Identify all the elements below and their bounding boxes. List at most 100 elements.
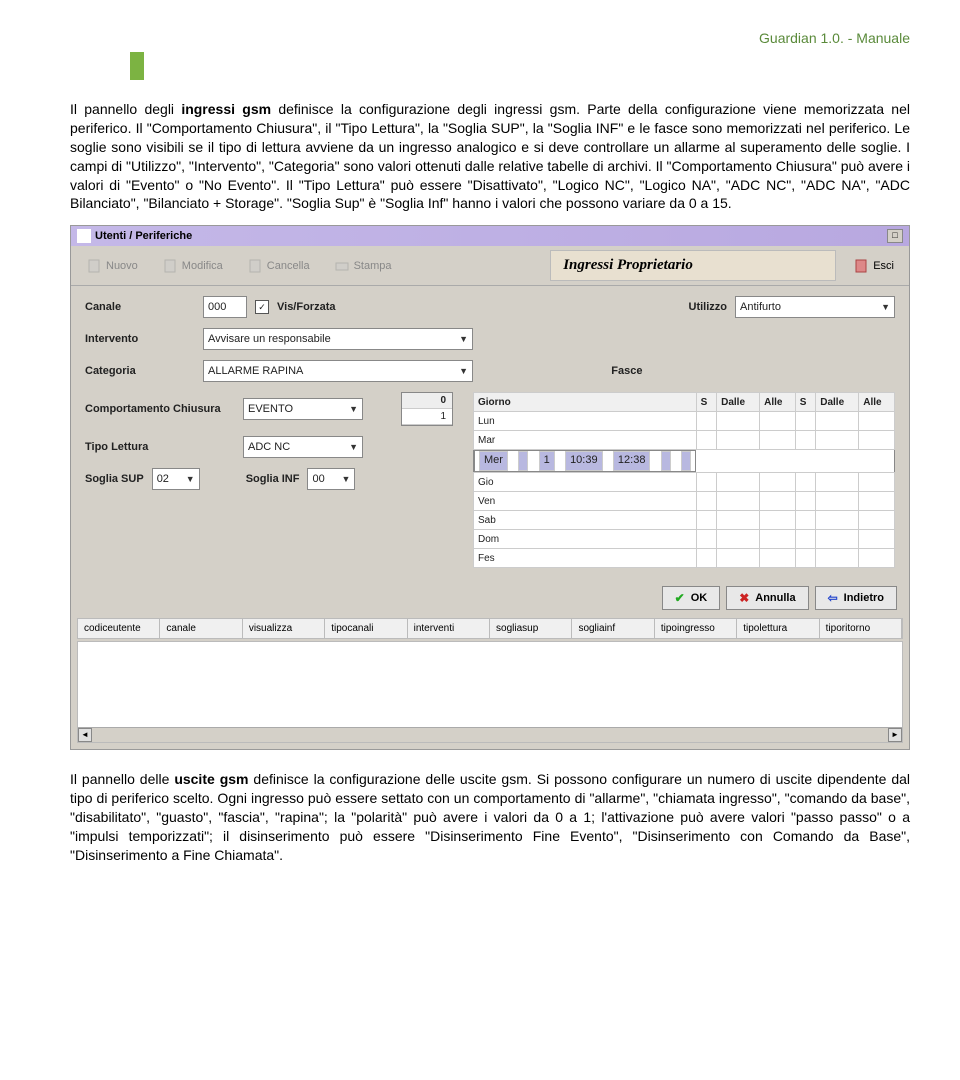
tipolettura-label: Tipo Lettura xyxy=(85,441,235,453)
table-row[interactable]: Ven xyxy=(474,492,895,511)
table-row[interactable]: Mar xyxy=(474,431,895,450)
categoria-select[interactable]: ALLARME RAPINA▼ xyxy=(203,360,473,382)
col-header[interactable]: visualizza xyxy=(243,619,325,638)
canale-label: Canale xyxy=(85,301,195,313)
nuovo-button[interactable]: Nuovo xyxy=(75,253,149,279)
cell xyxy=(760,431,796,450)
label: Esci xyxy=(873,260,894,272)
chevron-down-icon: ▼ xyxy=(349,442,358,452)
indietro-button[interactable]: ⇦Indietro xyxy=(815,586,897,610)
exit-icon xyxy=(853,258,869,274)
text-bold: ingressi gsm xyxy=(181,101,271,117)
canale-input[interactable]: 000 xyxy=(203,296,247,318)
sogliasup-select[interactable]: 02▼ xyxy=(152,468,200,490)
scroll-left-icon[interactable]: ◄ xyxy=(78,728,92,742)
utilizzo-select[interactable]: Antifurto▼ xyxy=(735,296,895,318)
cell xyxy=(795,412,815,431)
col-header[interactable]: codiceutente xyxy=(78,619,160,638)
print-icon xyxy=(334,258,350,274)
cell xyxy=(717,511,760,530)
intervento-select[interactable]: Avvisare un responsabile▼ xyxy=(203,328,473,350)
scrollbar[interactable]: ◄► xyxy=(78,727,902,742)
chevron-down-icon: ▼ xyxy=(349,404,358,414)
col-header[interactable]: Dalle xyxy=(717,393,760,412)
cell xyxy=(696,431,716,450)
cell xyxy=(760,511,796,530)
mini-table: 0 1 xyxy=(401,392,453,426)
col-header[interactable]: tiporitorno xyxy=(820,619,902,638)
fasce-table[interactable]: GiornoSDalleAlleSDalleAlle LunMarMer110:… xyxy=(473,392,895,568)
vis-checkbox[interactable]: ✓ xyxy=(255,300,269,314)
cell: Dom xyxy=(474,530,697,549)
col-header[interactable]: sogliainf xyxy=(572,619,654,638)
modifica-button[interactable]: Modifica xyxy=(151,253,234,279)
cell xyxy=(795,530,815,549)
text: Il pannello delle xyxy=(70,771,174,787)
cell xyxy=(859,412,895,431)
table-row[interactable]: Sab xyxy=(474,511,895,530)
col-header[interactable]: S xyxy=(696,393,716,412)
ok-button[interactable]: ✔OK xyxy=(662,586,721,610)
cell: Mar xyxy=(474,431,697,450)
cell xyxy=(696,412,716,431)
sogliainf-select[interactable]: 00▼ xyxy=(307,468,355,490)
cell xyxy=(816,530,859,549)
scroll-right-icon[interactable]: ► xyxy=(888,728,902,742)
col-header[interactable]: interventi xyxy=(408,619,490,638)
table-row[interactable]: Gio xyxy=(474,473,895,492)
sogliasup-label: Soglia SUP xyxy=(85,473,144,485)
cell xyxy=(795,473,815,492)
col-header[interactable]: tipoingresso xyxy=(655,619,737,638)
esci-button[interactable]: Esci xyxy=(842,253,905,279)
table-row[interactable]: Lun xyxy=(474,412,895,431)
titlebar: Utenti / Periferiche □ xyxy=(71,226,909,246)
col-header[interactable]: tipocanali xyxy=(325,619,407,638)
cell: Gio xyxy=(474,473,697,492)
cell xyxy=(816,473,859,492)
cell xyxy=(696,511,716,530)
col-header[interactable]: sogliasup xyxy=(490,619,572,638)
check-icon: ✔ xyxy=(675,591,685,605)
cell: Sab xyxy=(474,511,697,530)
value: EVENTO xyxy=(248,403,293,415)
cell xyxy=(859,492,895,511)
col-header[interactable]: Dalle xyxy=(816,393,859,412)
cell xyxy=(696,473,716,492)
tipolettura-select[interactable]: ADC NC▼ xyxy=(243,436,363,458)
col-header[interactable]: S xyxy=(795,393,815,412)
cell xyxy=(795,492,815,511)
cell xyxy=(816,492,859,511)
stampa-button[interactable]: Stampa xyxy=(323,253,403,279)
comportamento-select[interactable]: EVENTO ▼ xyxy=(243,398,363,420)
doc-title: Guardian 1.0. - Manuale xyxy=(70,30,910,46)
cell: Ven xyxy=(474,492,697,511)
col-header[interactable]: canale xyxy=(160,619,242,638)
table-row[interactable]: Fes xyxy=(474,549,895,568)
window-control-icon[interactable]: □ xyxy=(887,229,903,243)
label: Annulla xyxy=(755,592,795,604)
value: 00 xyxy=(312,473,324,485)
columns-header[interactable]: codiceutentecanalevisualizzatipocanaliin… xyxy=(77,618,903,639)
cell: 1 xyxy=(539,451,555,471)
intervento-label: Intervento xyxy=(85,333,195,345)
cell xyxy=(696,492,716,511)
value: Antifurto xyxy=(740,301,781,313)
col-header[interactable]: Alle xyxy=(760,393,796,412)
cell xyxy=(661,451,671,471)
cancella-button[interactable]: Cancella xyxy=(236,253,321,279)
cell xyxy=(816,412,859,431)
col-header[interactable]: tipolettura xyxy=(737,619,819,638)
cell xyxy=(696,549,716,568)
button-row: ✔OK ✖Annulla ⇦Indietro xyxy=(71,578,909,618)
vis-label: Vis/Forzata xyxy=(277,301,336,313)
cell: 10:39 xyxy=(565,451,603,471)
chevron-down-icon: ▼ xyxy=(459,334,468,344)
col-header[interactable]: Giorno xyxy=(474,393,697,412)
value: 02 xyxy=(157,473,169,485)
annulla-button[interactable]: ✖Annulla xyxy=(726,586,808,610)
col-header[interactable]: Alle xyxy=(859,393,895,412)
table-row[interactable]: Mer110:3912:38 xyxy=(474,450,696,472)
table-row[interactable]: Dom xyxy=(474,530,895,549)
cell: Lun xyxy=(474,412,697,431)
cell xyxy=(795,549,815,568)
